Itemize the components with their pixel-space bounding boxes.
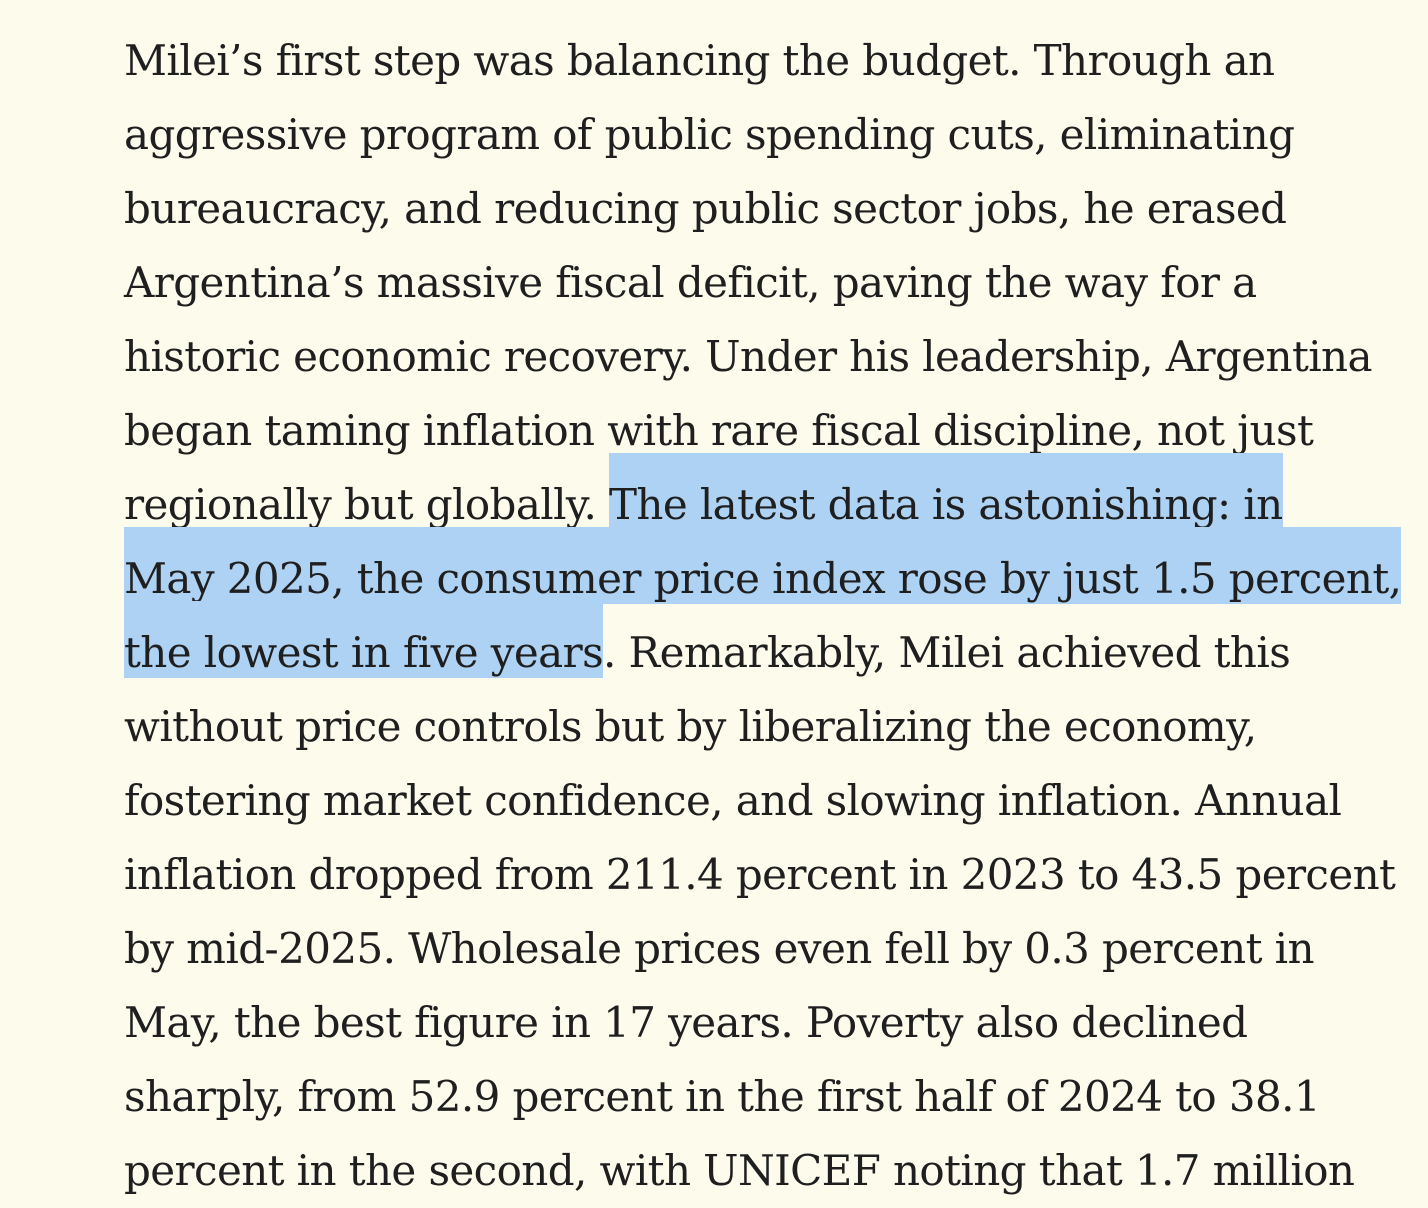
paragraph-text: Argentina’s massive fiscal deficit, pavi… xyxy=(124,258,1257,307)
article-paragraph: Milei’s first step was balancing the bud… xyxy=(124,24,1414,1208)
text-line: percent in the second, with UNICEF notin… xyxy=(124,1134,1414,1208)
text-line: without price controls but by liberalizi… xyxy=(124,690,1414,764)
text-line: bureaucracy, and reducing public sector … xyxy=(124,172,1414,246)
text-line: historic economic recovery. Under his le… xyxy=(124,320,1414,394)
text-line: by mid-2025. Wholesale prices even fell … xyxy=(124,912,1414,986)
paragraph-text: Milei’s first step was balancing the bud… xyxy=(124,36,1275,85)
paragraph-text: sharply, from 52.9 percent in the first … xyxy=(124,1072,1321,1121)
text-line: inflation dropped from 211.4 percent in … xyxy=(124,838,1414,912)
highlighted-text: the lowest in five years xyxy=(124,601,604,678)
text-line: aggressive program of public spending cu… xyxy=(124,98,1414,172)
paragraph-text: without price controls but by liberalizi… xyxy=(124,702,1257,751)
highlighted-text: May 2025, the consumer price index rose … xyxy=(124,527,1402,604)
paragraph-text: inflation dropped from 211.4 percent in … xyxy=(124,850,1396,899)
paragraph-text: regionally but globally. xyxy=(124,480,609,529)
text-line: regionally but globally. The latest data… xyxy=(124,453,1414,542)
text-line: Milei’s first step was balancing the bud… xyxy=(124,24,1414,98)
paragraph-text: May, the best figure in 17 years. Povert… xyxy=(124,998,1248,1047)
paragraph-text: historic economic recovery. Under his le… xyxy=(124,332,1373,381)
text-line: May, the best figure in 17 years. Povert… xyxy=(124,986,1414,1060)
highlighted-text: The latest data is astonishing: in xyxy=(608,453,1283,530)
text-line: sharply, from 52.9 percent in the first … xyxy=(124,1060,1414,1134)
paragraph-text: percent in the second, with UNICEF notin… xyxy=(124,1146,1355,1195)
text-line: began taming inflation with rare fiscal … xyxy=(124,394,1414,468)
text-line: fostering market confidence, and slowing… xyxy=(124,764,1414,838)
paragraph-text: fostering market confidence, and slowing… xyxy=(124,776,1342,825)
paragraph-text: began taming inflation with rare fiscal … xyxy=(124,406,1314,455)
text-line: Argentina’s massive fiscal deficit, pavi… xyxy=(124,246,1414,320)
text-line: the lowest in five years. Remarkably, Mi… xyxy=(124,601,1414,690)
paragraph-text: by mid-2025. Wholesale prices even fell … xyxy=(124,924,1315,973)
paragraph-text: . Remarkably, Milei achieved this xyxy=(603,628,1291,677)
paragraph-text: bureaucracy, and reducing public sector … xyxy=(124,184,1287,233)
paragraph-text: aggressive program of public spending cu… xyxy=(124,110,1295,159)
text-line: May 2025, the consumer price index rose … xyxy=(124,527,1414,616)
